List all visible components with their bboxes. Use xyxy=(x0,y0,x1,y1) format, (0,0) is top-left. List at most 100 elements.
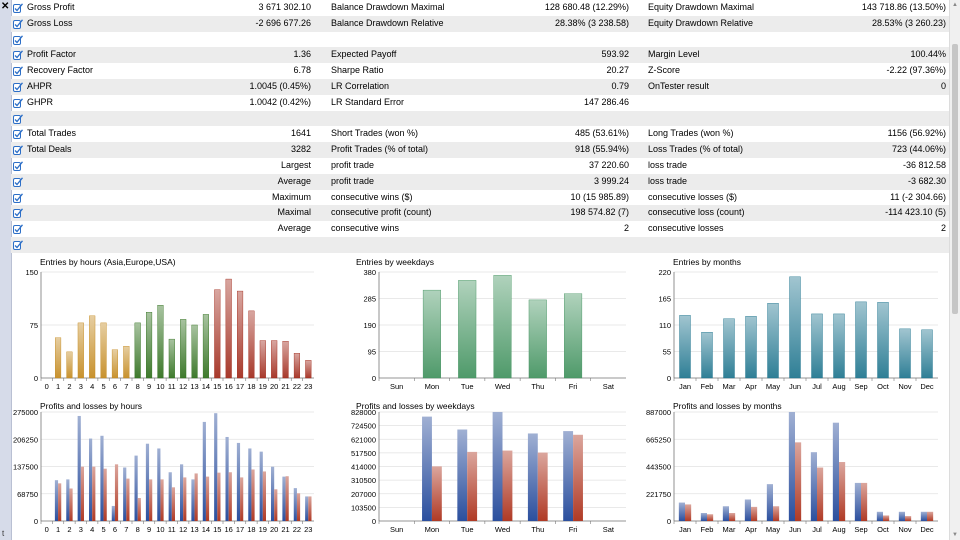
profit-bar xyxy=(457,429,468,521)
profit-bar xyxy=(66,479,70,521)
x-tick-label: Wed xyxy=(495,525,510,534)
edit-check-icon[interactable] xyxy=(13,66,23,77)
loss-bar xyxy=(160,479,164,521)
x-tick-label: Feb xyxy=(701,525,714,534)
y-tick-label: 207000 xyxy=(351,490,376,499)
stats-cell: 11 (-2 304.66) xyxy=(890,191,946,202)
y-tick-label: 517500 xyxy=(351,449,376,458)
edit-check-icon[interactable] xyxy=(13,208,23,219)
x-tick-label: 10 xyxy=(156,382,164,391)
loss-bar xyxy=(296,493,301,521)
y-tick-label: 285 xyxy=(363,295,376,304)
stats-row: Total Trades 1641 Short Trades (won %) 485 … xyxy=(11,126,949,142)
edit-check-icon[interactable] xyxy=(13,161,23,171)
edit-check-icon[interactable] xyxy=(13,98,23,108)
stats-cell: 3282 xyxy=(290,144,311,155)
stats-cell: Loss Trades (% of total) xyxy=(648,144,744,155)
close-icon[interactable]: ✕ xyxy=(1,1,10,12)
edit-check-icon[interactable] xyxy=(13,82,23,92)
edit-check-icon[interactable] xyxy=(13,177,23,187)
stats-cell: 1641 xyxy=(290,128,311,139)
profit-bar xyxy=(111,505,115,521)
loss-bar xyxy=(817,467,824,521)
x-tick-label: 21 xyxy=(281,525,289,534)
edit-check-icon[interactable] xyxy=(13,224,23,235)
scroll-down-icon[interactable]: ▼ xyxy=(952,532,958,538)
y-tick-label: 0 xyxy=(372,374,376,383)
profit-bar xyxy=(100,435,104,521)
edit-check-icon[interactable] xyxy=(13,240,23,250)
y-tick-label: 75 xyxy=(30,321,38,330)
stats-cell: -3 682.30 xyxy=(907,175,946,186)
stats-cell: 100.44% xyxy=(910,49,946,60)
profit-bar xyxy=(134,455,138,521)
stats-cell: Maximum xyxy=(271,191,311,202)
stats-row: Recovery Factor 6.78 Sharpe Ratio 20.27 Z-Sc… xyxy=(11,63,949,79)
profit-bar xyxy=(259,451,263,521)
profit-bar xyxy=(766,484,773,521)
stats-cell: Z-Score xyxy=(648,65,681,76)
x-tick-label: 21 xyxy=(281,382,289,391)
stats-cell: 20.27 xyxy=(606,65,629,76)
loss-bar xyxy=(308,496,312,521)
x-tick-label: Sun xyxy=(390,382,403,391)
bar xyxy=(921,329,933,379)
profit-bar xyxy=(191,479,195,521)
bar xyxy=(248,310,255,379)
bar xyxy=(237,290,244,379)
loss-bar xyxy=(103,468,107,521)
profit-bar xyxy=(876,511,883,521)
stats-cell: Gross Loss xyxy=(27,17,73,28)
chart-4: Profits and losses by weekdays 0 103500 207… xyxy=(351,401,626,534)
stats-row: Gross Profit 3 671 302.10 Balance Drawdown… xyxy=(11,0,949,16)
loss-bar xyxy=(92,466,96,521)
edit-check-icon[interactable] xyxy=(13,192,23,203)
stats-row xyxy=(11,110,949,127)
bar xyxy=(679,315,691,379)
x-tick-label: Nov xyxy=(898,525,912,534)
stats-cell: 6.78 xyxy=(293,65,311,76)
loss-bar xyxy=(707,514,714,521)
profit-bar xyxy=(157,448,161,521)
profit-bar xyxy=(810,452,817,521)
stats-cell: LR Correlation xyxy=(331,80,390,91)
edit-check-icon[interactable] xyxy=(13,3,23,13)
edit-check-icon[interactable] xyxy=(13,145,23,156)
edit-check-icon[interactable] xyxy=(13,129,23,140)
stats-cell: Gross Profit xyxy=(27,2,75,12)
scrollbar-thumb[interactable] xyxy=(952,44,958,314)
report-charts: Entries by hours (Asia,Europe,USA)075150… xyxy=(13,257,938,534)
loss-bar xyxy=(285,476,289,521)
stats-cell: LR Standard Error xyxy=(331,96,405,107)
stats-cell: consecutive wins ($) xyxy=(331,191,413,202)
bar xyxy=(305,360,312,379)
vertical-scrollbar[interactable]: ▲ ▼ xyxy=(949,0,960,540)
edit-check-icon[interactable] xyxy=(13,50,23,61)
profit-bar xyxy=(282,476,286,521)
stats-cell: 2 xyxy=(623,223,629,234)
x-tick-label: 16 xyxy=(225,382,233,391)
y-tick-label: 110 xyxy=(659,321,671,330)
x-tick-label: Oct xyxy=(877,382,890,391)
bar xyxy=(55,337,62,379)
bar xyxy=(493,275,512,379)
stats-cell: Maximal xyxy=(277,207,311,218)
x-tick-label: 13 xyxy=(190,382,198,391)
edit-check-icon[interactable] xyxy=(13,34,23,45)
x-tick-label: 20 xyxy=(270,382,278,391)
stats-cell: profit trade xyxy=(331,175,375,186)
x-tick-label: 18 xyxy=(247,382,255,391)
edit-check-icon[interactable] xyxy=(13,19,23,29)
profit-bar xyxy=(145,443,150,521)
stats-row: GHPR 1.0042 (0.42%) LR Standard Error 147 2… xyxy=(11,95,949,111)
stats-row: Largest profit trade 37 220.60 loss trade -3… xyxy=(11,158,949,174)
profit-bar xyxy=(527,433,538,521)
scroll-up-icon[interactable]: ▲ xyxy=(952,2,958,8)
bar xyxy=(180,319,187,379)
bar xyxy=(528,299,547,379)
profit-bar xyxy=(214,413,218,521)
edit-check-icon[interactable] xyxy=(13,113,23,124)
bar xyxy=(811,313,823,379)
y-tick-label: 443500 xyxy=(646,463,671,472)
bar xyxy=(123,345,130,379)
